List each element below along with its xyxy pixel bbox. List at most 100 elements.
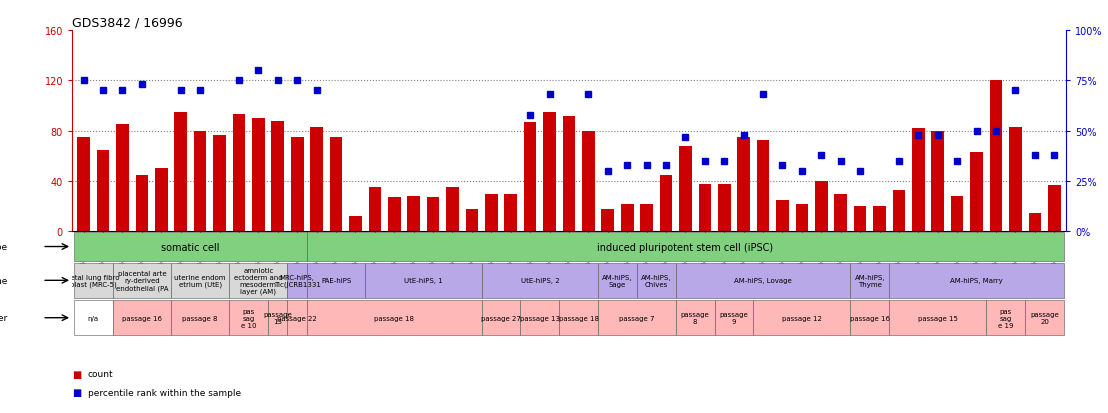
Bar — [287, 263, 307, 298]
Text: passage 7: passage 7 — [619, 315, 655, 321]
Text: amniotic
ectoderm and
mesoderm
layer (AM): amniotic ectoderm and mesoderm layer (AM… — [234, 267, 283, 294]
Bar — [834, 194, 847, 232]
Text: passage 16: passage 16 — [850, 315, 890, 321]
Text: passage 18: passage 18 — [375, 315, 414, 321]
Bar — [330, 138, 342, 232]
Text: AM-hiPS,
Sage: AM-hiPS, Sage — [603, 274, 633, 287]
Bar — [74, 300, 113, 335]
Text: passage 12: passage 12 — [782, 315, 822, 321]
Text: cell type: cell type — [0, 242, 8, 252]
Bar — [698, 184, 711, 232]
Bar — [1028, 213, 1042, 232]
Bar — [233, 115, 245, 232]
Text: pas
sag
e 10: pas sag e 10 — [240, 308, 256, 328]
Bar — [171, 300, 229, 335]
Bar — [307, 263, 366, 298]
Bar — [369, 188, 381, 232]
Bar — [986, 300, 1025, 335]
Text: PAE-hiPS: PAE-hiPS — [321, 278, 351, 284]
Text: fetal lung fibro
blast (MRC-5): fetal lung fibro blast (MRC-5) — [68, 274, 120, 287]
Bar — [310, 128, 322, 232]
Text: passage
20: passage 20 — [1030, 311, 1059, 325]
Bar — [268, 300, 287, 335]
Bar — [116, 125, 129, 232]
Bar — [815, 182, 828, 232]
Bar — [890, 300, 986, 335]
Bar — [465, 209, 479, 232]
Text: passage 27: passage 27 — [481, 315, 521, 321]
Bar — [637, 263, 676, 298]
Bar — [291, 138, 304, 232]
Text: ■: ■ — [72, 369, 81, 379]
Bar — [366, 263, 482, 298]
Text: passage
13: passage 13 — [264, 311, 293, 325]
Bar — [427, 198, 440, 232]
Bar — [135, 176, 148, 232]
Bar — [174, 113, 187, 232]
Text: ■: ■ — [72, 387, 81, 397]
Text: placental arte
ry-derived
endothelial (PA: placental arte ry-derived endothelial (P… — [115, 271, 168, 291]
Text: passage 15: passage 15 — [917, 315, 957, 321]
Bar — [602, 209, 614, 232]
Text: passage
9: passage 9 — [719, 311, 748, 325]
Text: UtE-hiPS, 2: UtE-hiPS, 2 — [521, 278, 560, 284]
Bar — [524, 123, 536, 232]
Bar — [854, 207, 866, 232]
Bar — [504, 194, 517, 232]
Text: n/a: n/a — [88, 315, 99, 321]
Bar — [113, 300, 171, 335]
Bar — [388, 198, 401, 232]
Text: induced pluripotent stem cell (iPSC): induced pluripotent stem cell (iPSC) — [597, 242, 773, 252]
Bar — [718, 184, 730, 232]
Bar — [349, 217, 361, 232]
Bar — [851, 300, 890, 335]
Text: passage 22: passage 22 — [277, 315, 317, 321]
Text: passage
8: passage 8 — [680, 311, 709, 325]
Text: passage 13: passage 13 — [520, 315, 560, 321]
Bar — [989, 81, 1003, 232]
Bar — [74, 233, 307, 261]
Text: cell line: cell line — [0, 276, 8, 285]
Bar — [543, 113, 556, 232]
Bar — [229, 300, 268, 335]
Bar — [757, 140, 769, 232]
Bar — [1048, 185, 1060, 232]
Bar — [640, 204, 653, 232]
Text: MRC-hiPS,
Tic(JCRB1331: MRC-hiPS, Tic(JCRB1331 — [274, 274, 320, 287]
Text: GDS3842 / 16996: GDS3842 / 16996 — [72, 17, 183, 30]
Bar — [307, 233, 1064, 261]
Bar — [408, 197, 420, 232]
Bar — [873, 207, 886, 232]
Bar — [753, 300, 851, 335]
Text: AM-hiPS, Lovage: AM-hiPS, Lovage — [735, 278, 792, 284]
Bar — [563, 116, 575, 232]
Text: somatic cell: somatic cell — [161, 242, 219, 252]
Bar — [932, 131, 944, 232]
Bar — [1009, 128, 1022, 232]
Bar — [951, 197, 964, 232]
Bar — [229, 263, 287, 298]
Text: AM-hiPS,
Thyme: AM-hiPS, Thyme — [854, 274, 885, 287]
Text: uterine endom
etrium (UtE): uterine endom etrium (UtE) — [174, 274, 226, 287]
Bar — [620, 204, 634, 232]
Bar — [796, 204, 808, 232]
Bar — [676, 263, 851, 298]
Bar — [890, 263, 1064, 298]
Bar — [521, 300, 560, 335]
Bar — [78, 138, 90, 232]
Bar — [777, 200, 789, 232]
Bar — [971, 153, 983, 232]
Bar — [485, 194, 497, 232]
Text: passage 18: passage 18 — [558, 315, 598, 321]
Bar — [893, 190, 905, 232]
Text: passage 8: passage 8 — [183, 315, 218, 321]
Bar — [715, 300, 753, 335]
Bar — [252, 119, 265, 232]
Bar — [96, 150, 110, 232]
Text: AM-hiPS, Marry: AM-hiPS, Marry — [951, 278, 1003, 284]
Bar — [287, 300, 307, 335]
Bar — [737, 138, 750, 232]
Bar — [194, 131, 206, 232]
Bar — [171, 263, 229, 298]
Bar — [582, 131, 595, 232]
